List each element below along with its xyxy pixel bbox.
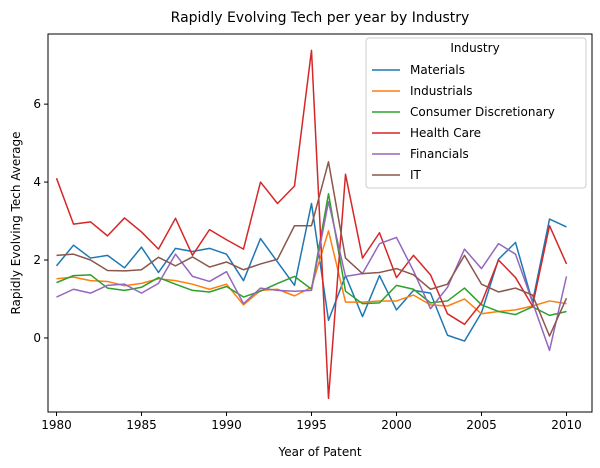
x-axis-ticks: 1980 1985 1990 1995 2000 2005 2010 [41, 412, 582, 432]
legend-label: Industrials [410, 84, 473, 98]
x-tick-label: 1985 [126, 418, 157, 432]
y-axis-ticks: 0 2 4 6 [33, 97, 48, 345]
legend-label: Health Care [410, 126, 481, 140]
legend-label: Consumer Discretionary [410, 105, 555, 119]
legend: Industry Materials Industrials Consumer Di… [365, 37, 587, 189]
series-line-2 [56, 193, 567, 317]
x-tick-label: 1980 [41, 418, 72, 432]
legend-label: Materials [410, 63, 465, 77]
x-axis-label: Year of Patent [277, 445, 361, 459]
legend-box [365, 37, 587, 189]
y-tick-label: 2 [33, 253, 41, 267]
x-tick-label: 2005 [466, 418, 497, 432]
legend-label: IT [410, 168, 422, 182]
y-tick-label: 4 [33, 175, 41, 189]
series-line-3 [55, 49, 568, 400]
legend-title: Industry [450, 41, 499, 55]
y-axis-label: Rapidly Evolving Tech Average [9, 131, 23, 314]
x-tick-label: 2010 [551, 418, 582, 432]
x-tick-label: 1990 [211, 418, 242, 432]
plot-lines [55, 49, 568, 400]
y-tick-label: 0 [33, 331, 41, 345]
series-line-4 [56, 200, 568, 352]
legend-items: Materials Industrials Consumer Discretiona… [372, 63, 555, 182]
plot-frame [47, 33, 593, 413]
x-tick-label: 2000 [381, 418, 412, 432]
series-line-5 [56, 161, 568, 337]
chart-title: Rapidly Evolving Tech per year by Indust… [171, 10, 470, 26]
legend-label: Financials [410, 147, 469, 161]
series-line-1 [56, 230, 567, 315]
y-tick-label: 6 [33, 97, 41, 111]
series-line-0 [55, 202, 567, 342]
x-tick-label: 1995 [296, 418, 327, 432]
